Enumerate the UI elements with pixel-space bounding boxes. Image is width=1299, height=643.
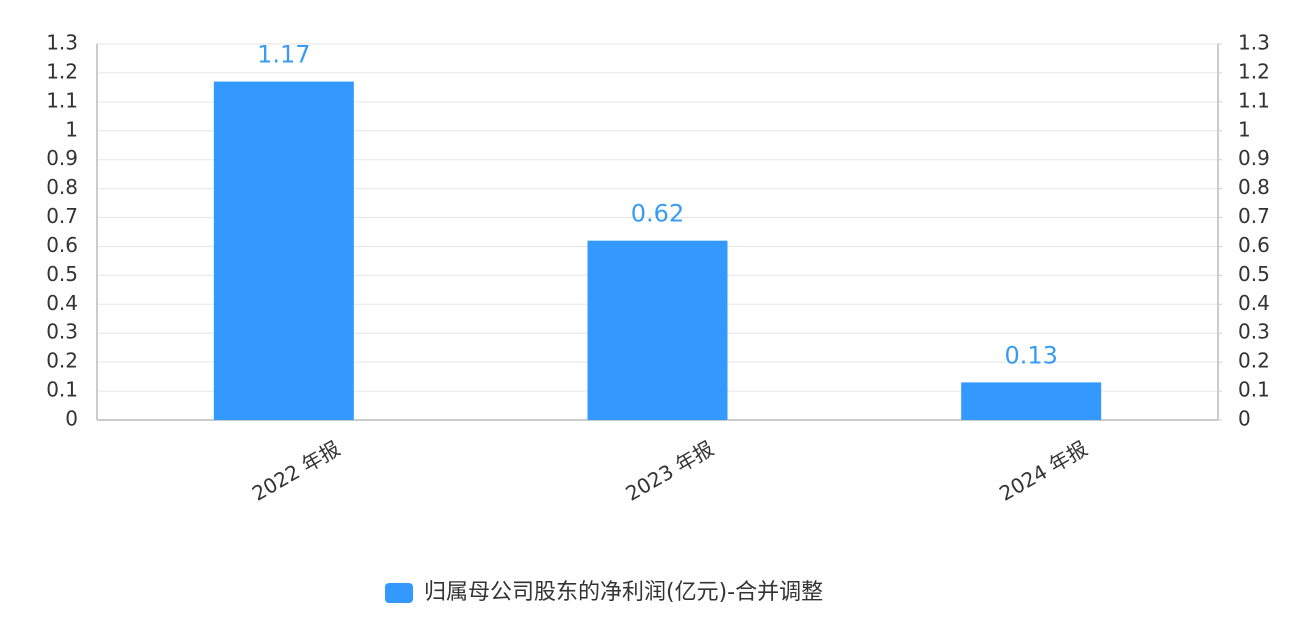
y-tick-label: 1 <box>65 117 78 141</box>
bar <box>587 240 728 420</box>
y2-tick-label: 1.3 <box>1238 31 1270 55</box>
y2-tick-label: 1.1 <box>1238 88 1270 112</box>
y2-tick-label: 0.5 <box>1238 262 1270 286</box>
y-tick-label: 0.9 <box>46 146 78 170</box>
y2-tick-label: 0.7 <box>1238 204 1270 228</box>
y-tick-label: 0.5 <box>46 262 78 286</box>
y-tick-label: 1.2 <box>46 59 78 83</box>
y2-tick-label: 0.2 <box>1238 349 1270 373</box>
legend-swatch <box>385 583 413 603</box>
y-tick-label: 1.3 <box>46 31 78 55</box>
y-tick-label: 0.3 <box>46 320 78 344</box>
x-tick-label: 2024 年报 <box>995 436 1091 505</box>
x-tick-label: 2022 年报 <box>248 436 344 505</box>
x-tick-label: 2023 年报 <box>622 436 718 505</box>
y2-tick-label: 0.8 <box>1238 175 1270 199</box>
value-label: 0.62 <box>631 200 684 228</box>
y2-tick-label: 0.6 <box>1238 233 1270 257</box>
y2-tick-label: 0.9 <box>1238 146 1270 170</box>
y2-tick-label: 0.3 <box>1238 320 1270 344</box>
y2-tick-label: 0 <box>1238 407 1251 431</box>
bar <box>213 81 354 420</box>
y2-tick-label: 0.1 <box>1238 378 1270 402</box>
y2-tick-label: 0.4 <box>1238 291 1270 315</box>
y-tick-label: 0.4 <box>46 291 78 315</box>
y-tick-label: 0.6 <box>46 233 78 257</box>
value-label: 1.17 <box>257 41 310 69</box>
y2-tick-label: 1 <box>1238 117 1251 141</box>
value-label: 0.13 <box>1004 341 1057 369</box>
y-tick-label: 0.7 <box>46 204 78 228</box>
y-tick-label: 0.2 <box>46 349 78 373</box>
bar <box>961 382 1102 420</box>
y-tick-label: 0.8 <box>46 175 78 199</box>
y-tick-label: 1.1 <box>46 88 78 112</box>
legend-label: 归属母公司股东的净利润(亿元)-合并调整 <box>424 580 823 605</box>
y-tick-label: 0 <box>65 407 78 431</box>
y-tick-label: 0.1 <box>46 378 78 402</box>
y2-tick-label: 1.2 <box>1238 59 1270 83</box>
